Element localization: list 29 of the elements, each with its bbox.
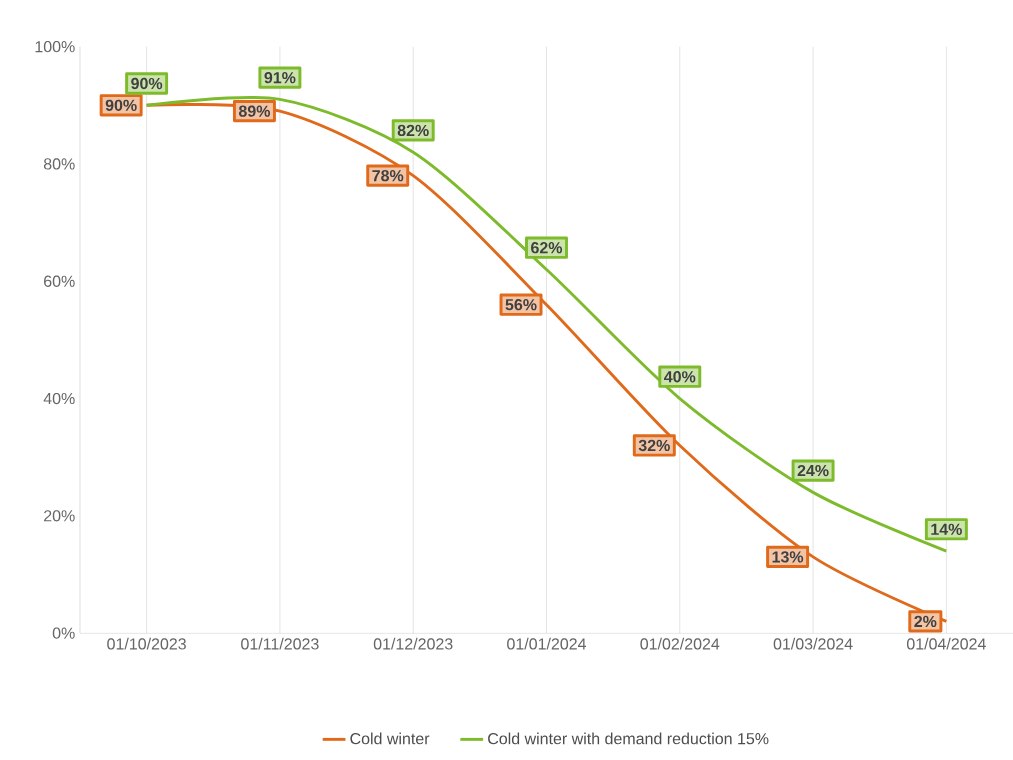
data-label: 56% [505,299,537,311]
y-tick-label: 60% [44,275,75,288]
y-tick-label: 80% [43,158,75,170]
data-label: 32% [638,439,670,452]
data-label: 2% [914,615,937,628]
data-label: 13% [772,551,804,563]
y-tick-label: 100% [35,41,75,53]
legend-label: Cold winter [350,732,430,745]
data-label: 89% [238,105,271,117]
data-label: 90% [131,77,163,90]
x-tick-label: 01/03/2024 [773,637,853,650]
x-tick-label: 01/02/2024 [640,637,720,650]
x-tick-label: 01/01/2024 [507,637,587,650]
y-tick-label: 0% [52,627,75,639]
data-label: 78% [372,170,404,182]
data-label: 62% [531,242,563,254]
data-label: 91% [264,72,296,84]
x-tick-label: 01/11/2023 [241,637,319,650]
x-tick-label: 01/10/2023 [107,637,186,650]
y-tick-label: 40% [43,393,75,405]
legend-label: Cold winter with demand reduction 15% [488,732,769,745]
data-label: 14% [931,523,962,536]
x-tick-label: 01/12/2023 [373,637,453,650]
data-label: 82% [397,124,429,137]
y-tick-label: 20% [44,510,75,522]
data-label: 40% [664,371,696,383]
x-tick-label: 01/04/2024 [906,637,986,650]
data-label: 24% [797,465,829,477]
data-label: 90% [105,99,137,112]
